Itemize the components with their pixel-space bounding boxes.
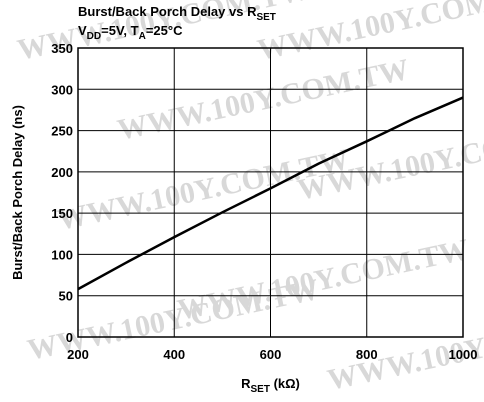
chart-subtitle-part: =25°C — [146, 23, 183, 38]
x-tick-label: 400 — [163, 347, 185, 362]
y-axis-title: Burst/Back Porch Delay (ns) — [10, 105, 25, 280]
watermark: WWW.100Y.COM.TW — [255, 0, 484, 67]
y-tick-label: 100 — [51, 247, 73, 262]
y-tick-label: 150 — [51, 206, 73, 221]
chart-subtitle: VDD=5V, TA=25°C — [78, 23, 183, 42]
chart-subtitle-part: V — [78, 23, 87, 38]
data-line — [77, 96, 464, 291]
x-tick-label: 800 — [356, 347, 378, 362]
chart-subtitle-part: DD — [87, 31, 101, 42]
chart-subtitle-part: A — [139, 31, 146, 42]
plot-frame — [77, 47, 464, 338]
chart-title-part: Burst/Back Porch Delay vs R — [78, 4, 257, 19]
y-tick-label: 350 — [51, 41, 73, 56]
chart-title: Burst/Back Porch Delay vs RSET — [78, 4, 276, 23]
x-axis-title-part: (kΩ) — [270, 376, 300, 391]
x-tick-label: 600 — [260, 347, 282, 362]
chart-subtitle-part: =5V, T — [101, 23, 139, 38]
y-axis-title-part: Burst/Back Porch Delay (ns) — [10, 105, 25, 280]
y-tick-label: 50 — [59, 289, 73, 304]
x-axis-title-part: SET — [251, 384, 270, 395]
y-tick-label: 300 — [51, 82, 73, 97]
chart-title-part: SET — [256, 12, 275, 23]
y-tick-label: 250 — [51, 124, 73, 139]
x-tick-label: 1000 — [449, 347, 478, 362]
y-tick-label: 200 — [51, 165, 73, 180]
x-tick-label: 200 — [67, 347, 89, 362]
watermark: WWW.100Y.COM.TW — [115, 53, 412, 147]
x-axis-title-part: R — [241, 376, 251, 391]
x-axis-title: RSET (kΩ) — [241, 376, 300, 395]
y-tick-label: 0 — [66, 330, 73, 345]
